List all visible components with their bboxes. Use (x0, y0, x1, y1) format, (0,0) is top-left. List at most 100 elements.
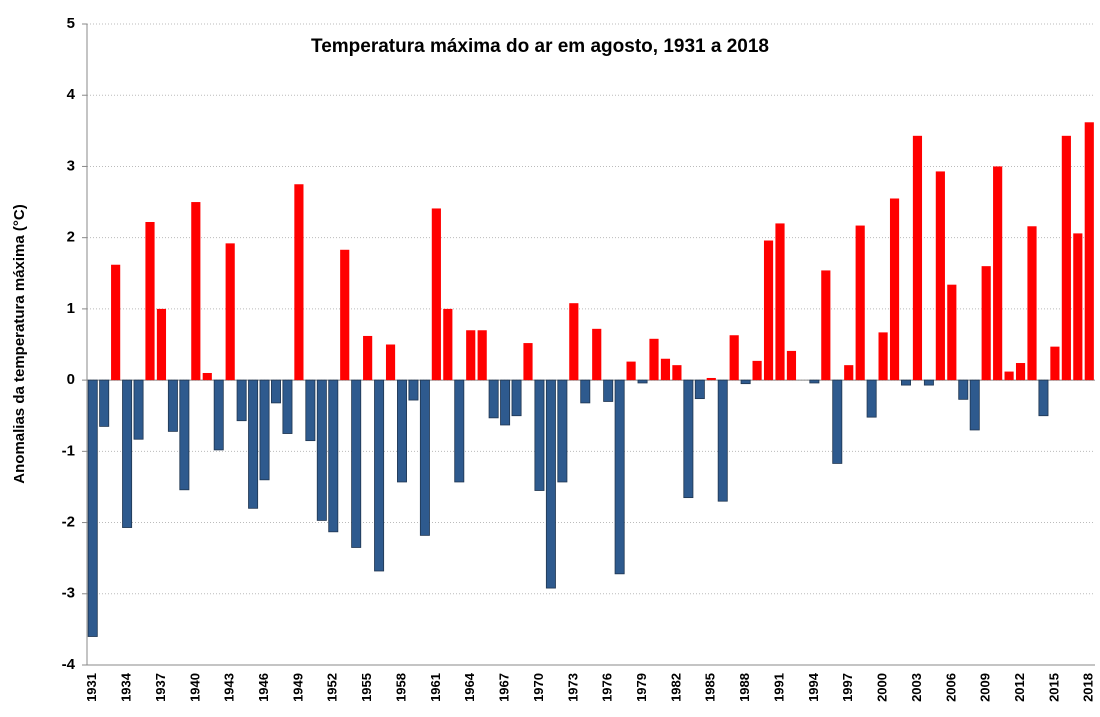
x-tick-label: 1937 (153, 673, 168, 702)
bar (316, 379, 327, 521)
bar (282, 379, 293, 434)
y-axis-label: Anomalias da temperatura máxima (°C) (11, 204, 28, 483)
bar (408, 379, 419, 401)
x-tick-label: 2015 (1046, 673, 1061, 702)
y-tick-label: 1 (67, 300, 75, 317)
bar (969, 379, 980, 431)
bar (809, 379, 820, 384)
x-tick-label: 1961 (428, 673, 443, 702)
bar (637, 379, 648, 384)
bar (947, 284, 957, 381)
x-tick-label: 2003 (909, 673, 924, 702)
bar (923, 379, 934, 386)
bar (763, 240, 774, 381)
bar (271, 379, 281, 404)
bar (878, 332, 888, 381)
bar (523, 343, 533, 381)
bar (1061, 135, 1071, 381)
bar (511, 379, 522, 417)
bar (592, 328, 602, 381)
y-tick-label: 5 (67, 15, 75, 32)
bar (454, 379, 465, 483)
y-tick-label: -2 (62, 514, 75, 531)
y-tick-label: 4 (67, 86, 76, 103)
bar (419, 379, 430, 536)
x-tick-label: 1991 (771, 673, 786, 702)
bar (614, 379, 625, 575)
bar (179, 379, 190, 491)
x-tick-label: 1994 (806, 672, 821, 702)
x-tick-label: 1967 (497, 673, 512, 702)
bar (660, 358, 671, 381)
bar (821, 270, 831, 381)
bar (122, 379, 133, 528)
bar (145, 221, 155, 381)
x-tick-label: 2018 (1081, 673, 1096, 702)
bar (981, 266, 991, 381)
x-tick-label: 2012 (1012, 673, 1027, 702)
x-tick-label: 2006 (943, 673, 958, 702)
bar (225, 243, 235, 381)
bar (1015, 363, 1026, 381)
bar (443, 308, 453, 381)
chart-title: Temperatura máxima do ar em agosto, 1931… (311, 36, 769, 57)
y-tick-label: 2 (67, 229, 75, 246)
bar (248, 379, 259, 509)
y-tick-label: -1 (62, 442, 75, 459)
bar (889, 198, 900, 381)
x-tick-label: 1970 (531, 673, 546, 702)
bar (603, 379, 614, 402)
x-tick-label: 1997 (840, 673, 855, 702)
x-tick-label: 1955 (359, 673, 374, 702)
x-tick-label: 1958 (393, 673, 408, 702)
bar (1050, 346, 1060, 381)
bar (397, 379, 407, 483)
bar (1004, 371, 1014, 381)
bar (191, 202, 201, 381)
bar (752, 360, 762, 381)
bar (305, 379, 316, 442)
bar (775, 223, 785, 381)
bar (363, 335, 373, 381)
x-tick-label: 1964 (462, 672, 477, 702)
bar (683, 379, 694, 499)
bar (912, 135, 923, 381)
bar (740, 379, 751, 385)
bar (729, 335, 739, 381)
bar (156, 308, 167, 381)
bar (958, 379, 969, 400)
bar (706, 377, 716, 381)
bar (340, 249, 350, 381)
y-tick-label: 0 (67, 371, 75, 388)
y-tick-label: -3 (62, 585, 75, 602)
bar (1038, 379, 1049, 417)
bar (294, 184, 304, 381)
bar (832, 379, 843, 464)
bar (694, 379, 705, 400)
bar (626, 361, 636, 381)
x-tick-label: 1982 (668, 673, 683, 702)
bar (844, 365, 854, 381)
x-tick-label: 1949 (290, 673, 305, 702)
x-tick-label: 2000 (875, 673, 890, 702)
bar (431, 208, 441, 381)
bar (477, 330, 487, 381)
x-tick-label: 1940 (187, 673, 202, 702)
bar (786, 350, 797, 381)
bar (1073, 233, 1083, 381)
bar (901, 379, 911, 386)
bar (569, 303, 579, 381)
y-tick-label: -4 (62, 656, 76, 673)
bar (1027, 226, 1037, 381)
y-tick-label: 3 (67, 157, 75, 174)
x-tick-label: 1943 (222, 673, 237, 702)
bar (259, 379, 270, 481)
x-tick-label: 1952 (325, 673, 340, 702)
bar (466, 330, 476, 381)
x-tick-label: 1976 (600, 673, 615, 702)
bar (993, 166, 1003, 381)
bar (351, 379, 362, 548)
bar (213, 379, 224, 451)
bar (557, 379, 568, 483)
